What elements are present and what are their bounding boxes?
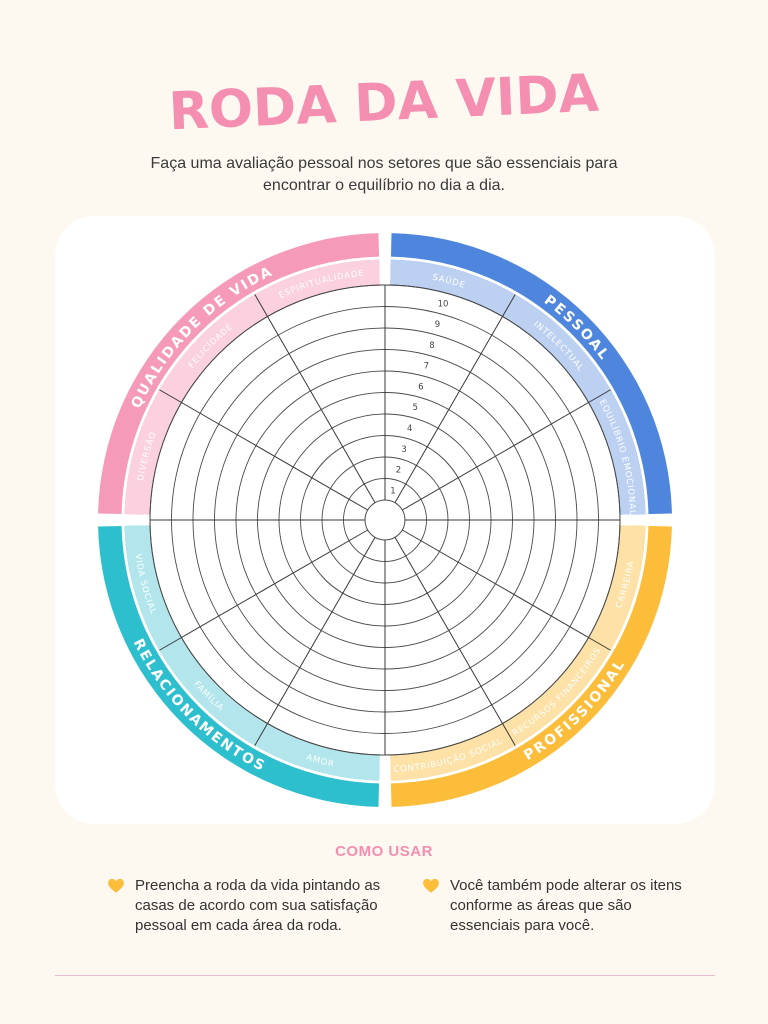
page-title: RODA DA VIDA	[0, 68, 768, 148]
wheel-card: SAÚDE INTELECTUAL EQUILÍBRIO EMOCIONAL CARR…	[55, 216, 715, 824]
scale-number: 3	[401, 445, 406, 455]
sector-label-band	[390, 525, 646, 781]
sector-label-band	[124, 259, 380, 515]
sector-spoke	[267, 537, 376, 724]
tip-text: Você também pode alterar os itens confor…	[450, 877, 682, 934]
sector-spoke	[402, 402, 589, 511]
sector-label-band	[124, 525, 380, 781]
sector-spoke	[394, 316, 503, 503]
how-to-title: COMO USAR	[335, 843, 433, 860]
sector-spoke	[394, 537, 503, 724]
sector-divider	[502, 294, 516, 317]
tip-text: Preencha a roda da vida pintando as casa…	[135, 877, 381, 934]
sector-spoke	[181, 402, 368, 511]
scale-number: 8	[429, 341, 434, 351]
scale-number: 1	[390, 486, 395, 496]
wheel-hub	[364, 499, 406, 541]
footer-divider	[55, 975, 715, 976]
sector-spoke	[267, 316, 376, 503]
tip-item: Preencha a roda da vida pintando as casa…	[107, 876, 397, 936]
scale-number: 10	[438, 299, 449, 309]
sector-label-band	[390, 259, 646, 515]
heart-icon	[423, 878, 439, 893]
tip-item: Você também pode alterar os itens confor…	[422, 876, 702, 936]
sector-divider	[588, 637, 611, 651]
sector-divider	[254, 723, 268, 746]
sector-divider	[159, 389, 182, 403]
subtitle: Faça uma avaliação pessoal nos setores q…	[150, 155, 618, 194]
sector-spoke	[181, 529, 368, 638]
sector-divider	[159, 637, 182, 651]
scale-number: 6	[418, 382, 423, 392]
scale-number: 2	[396, 466, 401, 476]
heart-icon	[108, 878, 124, 893]
sector-divider	[254, 294, 268, 317]
scale-number: 5	[413, 403, 418, 413]
sector-divider	[502, 723, 516, 746]
scale-number: 4	[407, 424, 412, 434]
scale-number: 7	[424, 362, 429, 372]
scale-number: 9	[435, 320, 440, 330]
sector-divider	[588, 389, 611, 403]
sector-spoke	[402, 529, 589, 638]
page-title-text: RODA DA VIDA	[168, 68, 600, 142]
